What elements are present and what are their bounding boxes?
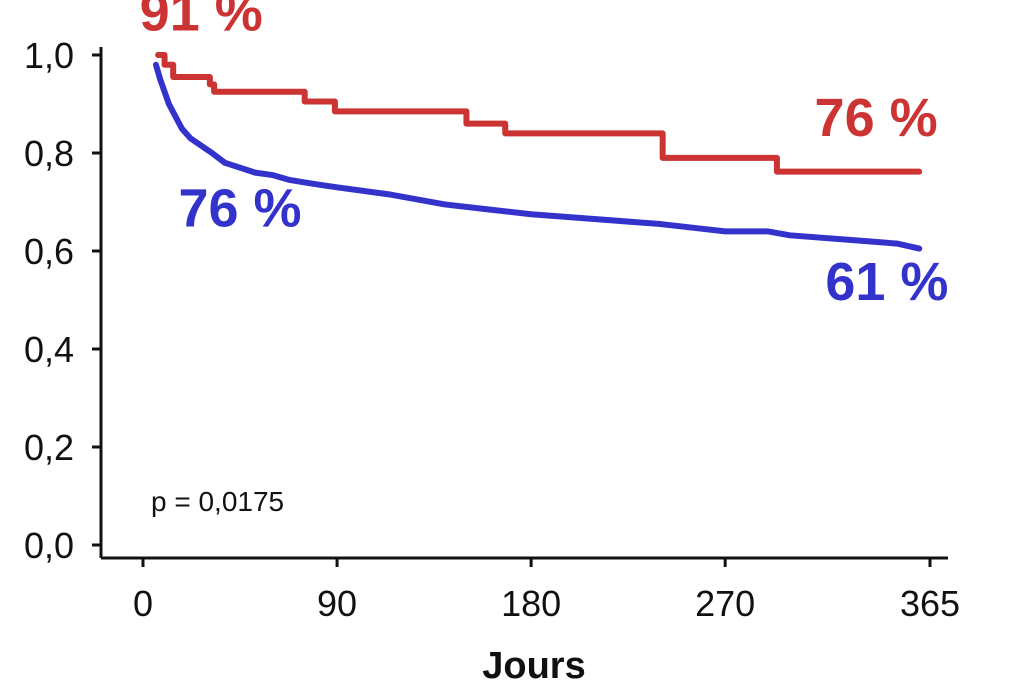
y-tick-label: 0,6 xyxy=(24,231,74,272)
axes xyxy=(99,47,948,560)
y-tick-label: 0,8 xyxy=(24,133,74,174)
series-1-annotation: 76 % xyxy=(178,179,301,239)
x-tick-label: 0 xyxy=(133,583,153,624)
x-tick-label: 270 xyxy=(695,583,755,624)
x-tick-label: 365 xyxy=(900,583,960,624)
p-value-label: p = 0,0175 xyxy=(151,486,284,517)
annotations: 91 % 76 % 76 % 61 % xyxy=(140,0,949,312)
series-0-annotation: 91 % xyxy=(140,0,263,43)
series-layer xyxy=(152,52,923,252)
series-line-0 xyxy=(155,52,923,175)
y-tick-label: 0,2 xyxy=(24,427,74,468)
y-tick-label: 0,0 xyxy=(24,525,74,566)
series-1-annotation: 61 % xyxy=(825,252,948,312)
x-axis-title: Jours xyxy=(482,645,585,687)
series-0-annotation: 76 % xyxy=(815,88,938,148)
y-ticks: 0,0 0,2 0,4 0,6 0,8 1,0 xyxy=(24,35,101,566)
x-tick-label: 90 xyxy=(317,583,357,624)
y-tick-label: 1,0 xyxy=(24,35,74,76)
y-tick-label: 0,4 xyxy=(24,329,74,370)
series-line-1 xyxy=(152,61,923,252)
x-ticks: 0 90 180 270 365 xyxy=(133,558,960,624)
x-tick-label: 180 xyxy=(501,583,561,624)
